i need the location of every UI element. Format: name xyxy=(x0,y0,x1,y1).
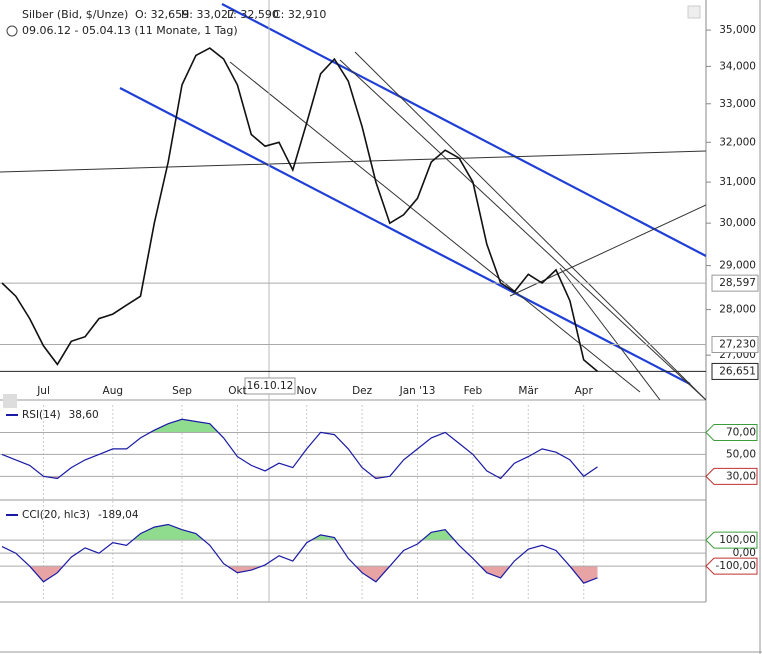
price-label: 27,230 xyxy=(719,339,756,351)
level-box xyxy=(705,531,758,549)
trend-line xyxy=(229,61,641,393)
y-tick-label: -100,00 xyxy=(715,560,756,572)
indicator-title: CCI(20, hlc3) xyxy=(22,509,90,521)
x-tick-label: Aug xyxy=(103,385,124,397)
x-tick-label: Sep xyxy=(172,385,192,397)
crosshair-label: 16.10.12 xyxy=(247,380,294,392)
indicator-value: 38,60 xyxy=(69,409,99,421)
y-tick-label: 33,000 xyxy=(719,98,756,110)
indicator-title: RSI(14) xyxy=(22,409,61,421)
indicator-value: -189,04 xyxy=(98,509,139,521)
channel-line xyxy=(119,87,691,385)
y-tick-label: 50,00 xyxy=(726,448,756,460)
trend-line xyxy=(339,59,706,400)
x-tick-label: Jul xyxy=(36,385,50,397)
clock-icon xyxy=(6,25,18,37)
level-box xyxy=(705,467,758,485)
level-box xyxy=(705,423,758,441)
price-box xyxy=(711,274,759,292)
trend-lines xyxy=(0,3,706,400)
trend-line xyxy=(509,204,706,297)
add-button[interactable] xyxy=(3,394,17,408)
y-tick-label: 30,000 xyxy=(719,217,756,229)
price-box xyxy=(711,362,759,380)
crosshair-box xyxy=(244,377,296,395)
scroll-button[interactable] xyxy=(687,5,701,19)
price-box xyxy=(711,336,759,354)
y-tick-label: 30,00 xyxy=(726,470,756,482)
x-tick-label: Apr xyxy=(575,385,594,397)
trend-line xyxy=(354,51,706,400)
y-tick-label: 35,000 xyxy=(719,24,756,36)
x-tick-label: Jan '13 xyxy=(399,385,436,397)
x-tick-label: Mär xyxy=(518,385,538,397)
quote-value: O: 32,659 xyxy=(135,8,189,21)
y-tick-label: 0,00 xyxy=(733,547,756,559)
channel-line xyxy=(221,3,706,257)
indicator-line xyxy=(1,418,598,480)
price-line-series xyxy=(1,47,599,373)
x-tick-label: Okt xyxy=(228,385,246,397)
x-tick-label: Feb xyxy=(464,385,483,397)
quote-value: H: 33,027 xyxy=(181,8,235,21)
overbought-fill xyxy=(132,524,455,541)
trend-line xyxy=(559,267,661,400)
price-label: 26,651 xyxy=(719,365,756,377)
price-label: 28,597 xyxy=(719,277,756,289)
quote-value: L: 32,590 xyxy=(227,8,279,21)
level-box xyxy=(705,557,758,575)
y-tick-label: 32,000 xyxy=(719,136,756,148)
y-tick-label: 31,000 xyxy=(719,176,756,188)
y-tick-label: 28,000 xyxy=(719,304,756,316)
y-tick-label: 100,00 xyxy=(719,534,756,546)
y-tick-label: 34,000 xyxy=(719,60,756,72)
x-tick-label: Dez xyxy=(352,385,373,397)
chart-subtitle: 09.06.12 - 05.04.13 (11 Monate, 1 Tag) xyxy=(22,24,238,37)
y-tick-label: 29,000 xyxy=(719,260,756,272)
indicator-line xyxy=(1,523,598,584)
x-tick-label: Nov xyxy=(296,385,317,397)
quote-value: C: 32,910 xyxy=(273,8,326,21)
chart-title: Silber (Bid, $/Unze) xyxy=(22,8,128,21)
y-tick-label: 70,00 xyxy=(726,426,756,438)
